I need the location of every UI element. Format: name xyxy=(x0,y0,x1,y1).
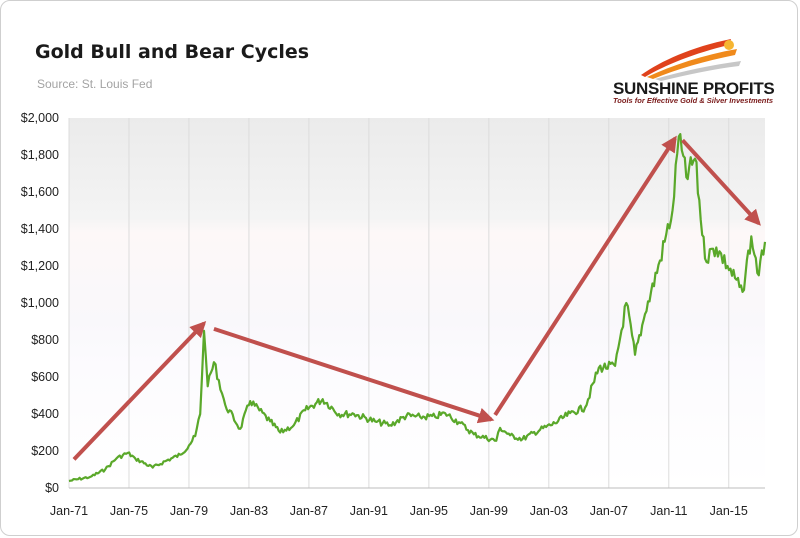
logo-tagline: Tools for Effective Gold & Silver Invest… xyxy=(613,96,774,105)
x-tick-label: Jan-79 xyxy=(170,504,208,518)
logo-sunburst-icon xyxy=(641,39,741,81)
y-tick-label: $200 xyxy=(31,444,59,458)
y-tick-label: $2,000 xyxy=(21,111,59,125)
y-tick-label: $1,600 xyxy=(21,185,59,199)
x-tick-label: Jan-71 xyxy=(50,504,88,518)
chart-source: Source: St. Louis Fed xyxy=(37,77,153,91)
x-tick-label: Jan-03 xyxy=(530,504,568,518)
y-tick-label: $0 xyxy=(45,481,59,495)
sunshine-profits-logo: SUNSHINE PROFITS Tools for Effective Gol… xyxy=(613,31,783,107)
x-tick-label: Jan-15 xyxy=(710,504,748,518)
annotation-arrows xyxy=(72,135,761,461)
grid-lines xyxy=(68,118,765,489)
y-tick-label: $1,200 xyxy=(21,259,59,273)
trend-arrow xyxy=(493,135,677,417)
y-tick-label: $1,800 xyxy=(21,148,59,162)
x-tick-label: Jan-95 xyxy=(410,504,448,518)
y-tick-label: $400 xyxy=(31,407,59,421)
x-axis: Jan-71 Jan-75 Jan-79 Jan-83 Jan-87 Jan-91 Jan-… xyxy=(50,504,748,518)
y-tick-label: $1,000 xyxy=(21,296,59,310)
x-tick-label: Jan-75 xyxy=(110,504,148,518)
y-tick-label: $800 xyxy=(31,333,59,347)
chart-title: Gold Bull and Bear Cycles xyxy=(35,41,310,63)
y-axis: $0 $200 $400 $600 $800 $1,000 $1,200 $1,400 $1,6… xyxy=(21,111,59,495)
x-tick-label: Jan-99 xyxy=(470,504,508,518)
trend-arrow xyxy=(72,321,207,461)
x-tick-label: Jan-91 xyxy=(350,504,388,518)
plot-area xyxy=(69,118,765,488)
x-tick-label: Jan-87 xyxy=(290,504,328,518)
x-tick-label: Jan-83 xyxy=(230,504,268,518)
trend-arrow xyxy=(213,326,495,424)
y-tick-label: $1,400 xyxy=(21,222,59,236)
logo-name: SUNSHINE PROFITS xyxy=(613,79,775,98)
y-tick-label: $600 xyxy=(31,370,59,384)
trend-arrow xyxy=(681,138,761,226)
gold-price-line xyxy=(68,133,767,483)
series-group xyxy=(68,133,767,483)
x-tick-label: Jan-07 xyxy=(590,504,628,518)
x-tick-label: Jan-11 xyxy=(650,504,687,518)
